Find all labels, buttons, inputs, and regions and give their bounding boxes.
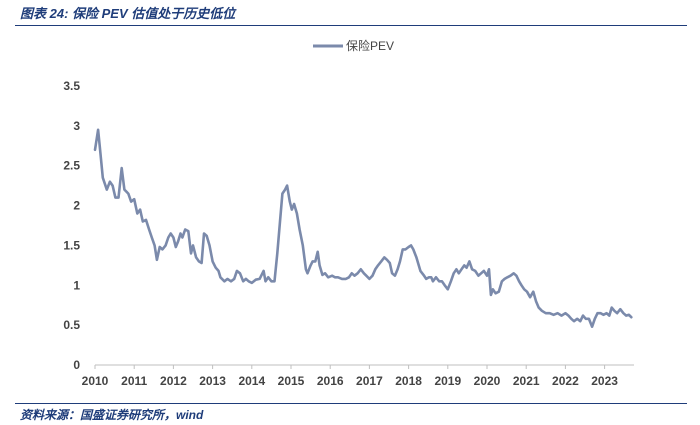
y-tick-label: 0.5 — [63, 318, 80, 332]
x-tick-label: 2015 — [278, 374, 305, 388]
y-axis-ticks: 0 0.5 1 1.5 2 2.5 3 3.5 — [63, 79, 80, 372]
y-tick-label: 3.5 — [63, 79, 80, 93]
x-tick-label: 2010 — [82, 374, 109, 388]
series-line-insurance-pev — [93, 128, 633, 328]
x-tick-label: 2018 — [395, 374, 422, 388]
x-tick-label: 2023 — [591, 374, 618, 388]
x-tick-label: 2020 — [474, 374, 501, 388]
x-tick-label: 2014 — [238, 374, 265, 388]
x-tick-label: 2012 — [160, 374, 187, 388]
source-divider — [15, 403, 687, 404]
y-tick-label: 0 — [73, 358, 80, 372]
y-tick-label: 2.5 — [63, 159, 80, 173]
x-tick-label: 2019 — [434, 374, 461, 388]
source-note: 资料来源：国盛证券研究所，wind — [20, 408, 204, 422]
legend-label: 保险PEV — [346, 38, 394, 53]
x-tick-label: 2021 — [513, 374, 540, 388]
x-tick-label: 2017 — [356, 374, 383, 388]
y-tick-label: 1.5 — [63, 238, 80, 252]
figure-title: 图表 24: 保险 PEV 估值处于历史低位 — [20, 6, 236, 21]
y-tick-label: 3 — [73, 119, 80, 133]
title-divider — [15, 25, 687, 26]
x-tick-label: 2022 — [552, 374, 579, 388]
x-axis-ticks: 2010 2011 2012 2013 2014 2015 2016 2017 2018 2019… — [82, 365, 618, 388]
y-tick-label: 1 — [73, 278, 80, 292]
legend: 保险PEV — [313, 38, 394, 53]
x-tick-label: 2016 — [317, 374, 344, 388]
x-tick-label: 2011 — [121, 374, 147, 388]
y-tick-label: 2 — [73, 199, 80, 213]
x-tick-label: 2013 — [199, 374, 226, 388]
